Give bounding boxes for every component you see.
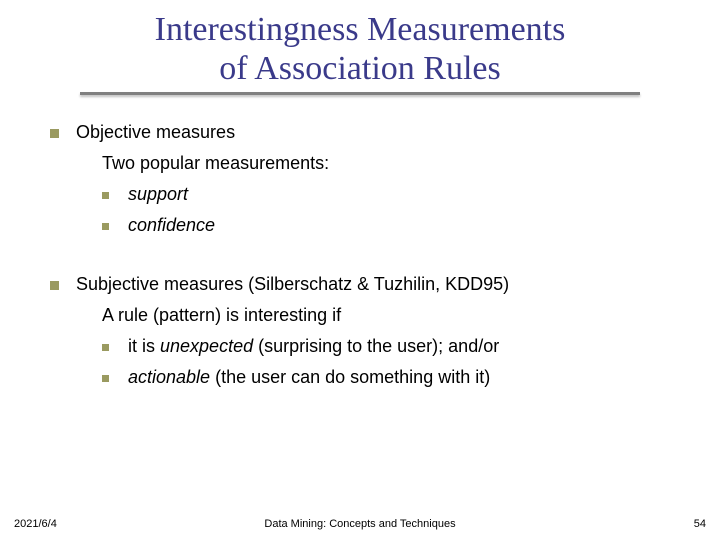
footer-page-number: 54 [694,518,706,530]
text-actionable-em: actionable [128,367,210,387]
slide: Interestingness Measurements of Associat… [0,0,720,540]
text-unexpected-pre: it is [128,336,160,356]
square-bullet-icon [50,129,59,138]
square-bullet-icon [50,281,59,290]
slide-body: Objective measures Two popular measureme… [0,95,720,391]
slide-title: Interestingness Measurements of Associat… [0,10,720,88]
square-bullet-icon [102,375,109,382]
title-line-1: Interestingness Measurements [155,11,566,48]
text-confidence: confidence [128,215,215,235]
title-block: Interestingness Measurements of Associat… [0,0,720,95]
text-objective-sub: Two popular measurements: [50,150,690,177]
footer-title: Data Mining: Concepts and Techniques [0,518,720,530]
title-line-2: of Association Rules [219,50,500,87]
text-support: support [128,184,188,204]
bullet-subjective-measures: Subjective measures (Silberschatz & Tuzh… [50,271,690,298]
text-unexpected-post: (surprising to the user); and/or [253,336,499,356]
bullet-unexpected: it is unexpected (surprising to the user… [50,333,690,360]
text-subjective-sub: A rule (pattern) is interesting if [50,302,690,329]
text-objective-heading: Objective measures [76,122,235,142]
text-unexpected-em: unexpected [160,336,253,356]
text-subjective-heading: Subjective measures (Silberschatz & Tuzh… [76,274,509,294]
square-bullet-icon [102,223,109,230]
square-bullet-icon [102,192,109,199]
bullet-support: support [50,181,690,208]
bullet-objective-measures: Objective measures [50,119,690,146]
spacer [50,243,690,271]
bullet-actionable: actionable (the user can do something wi… [50,364,690,391]
square-bullet-icon [102,344,109,351]
bullet-confidence: confidence [50,212,690,239]
text-actionable-post: (the user can do something with it) [210,367,490,387]
